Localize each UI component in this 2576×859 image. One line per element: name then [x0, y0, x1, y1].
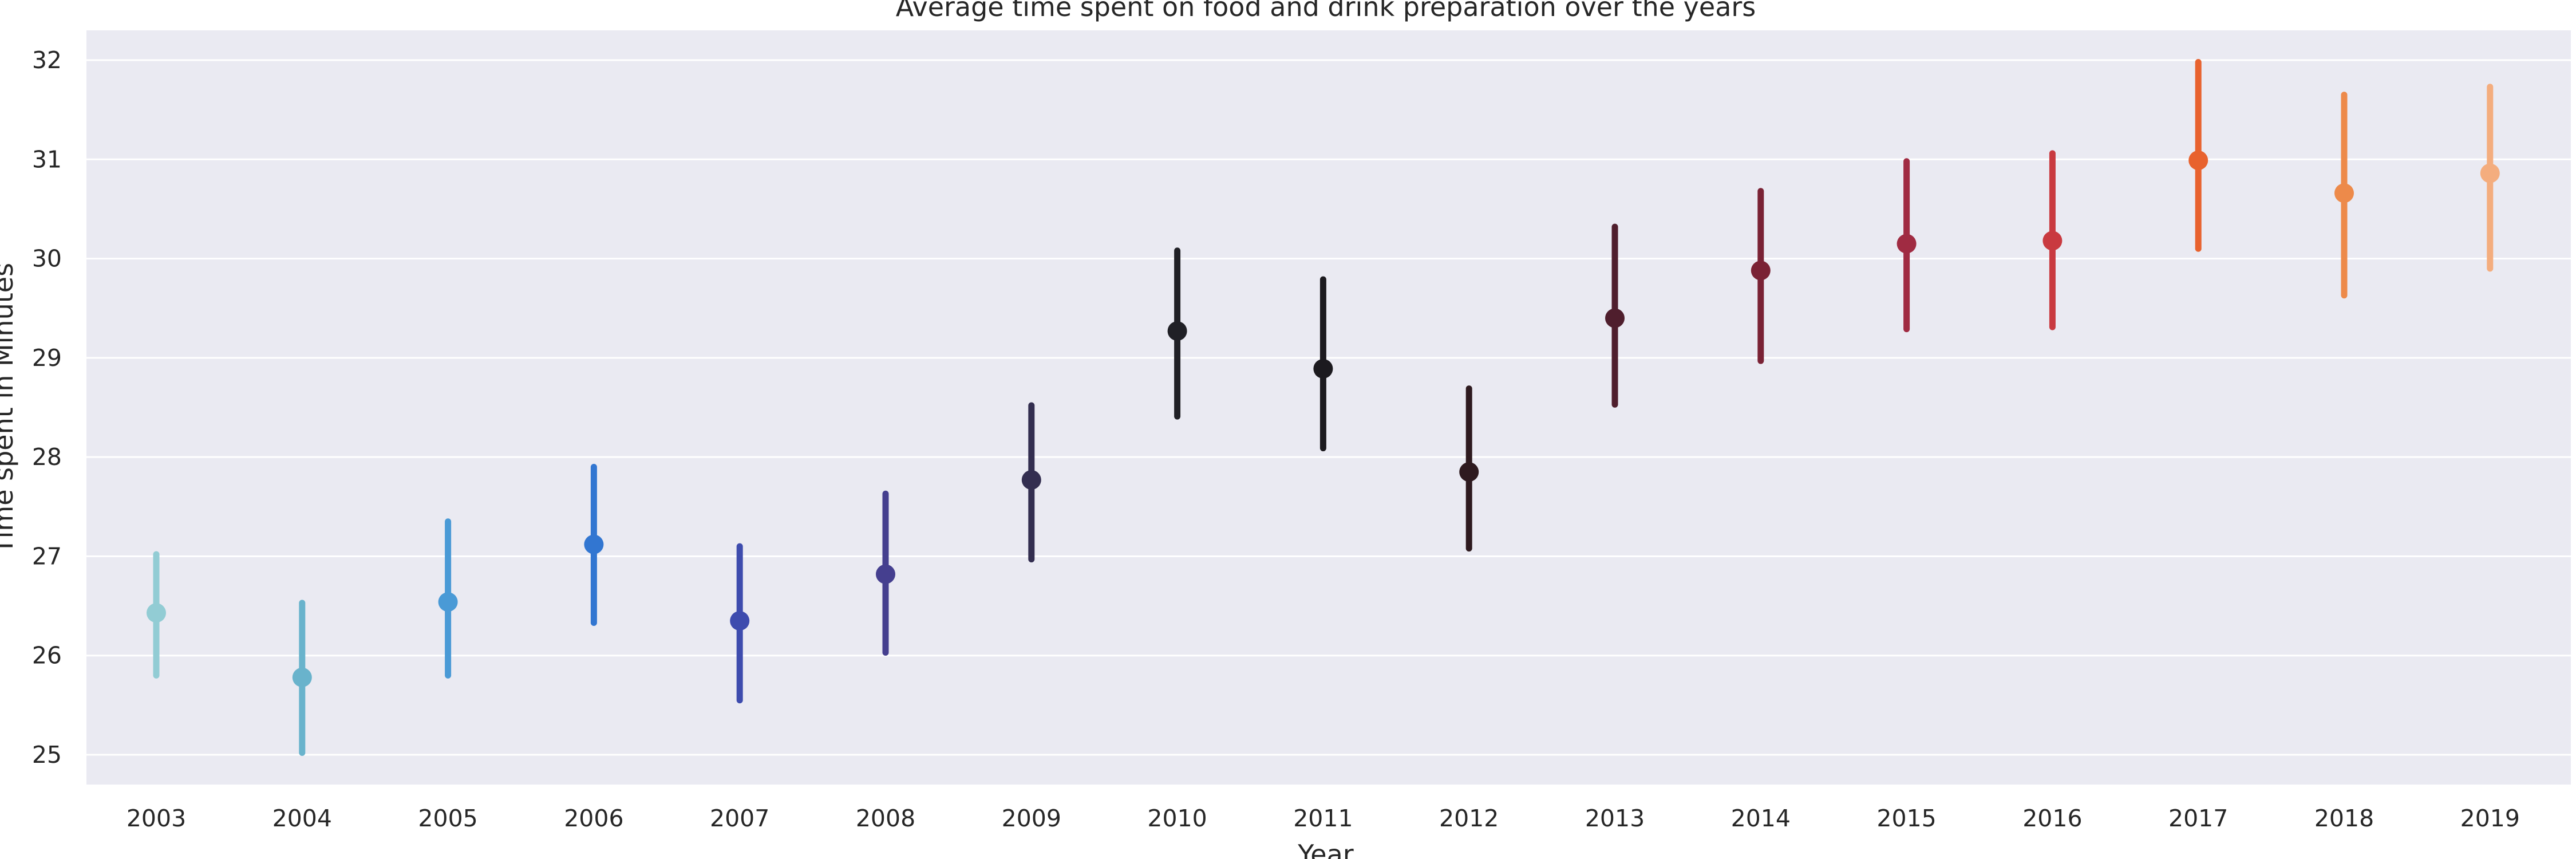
y-tick-label-28: 28	[32, 443, 62, 471]
chart-title: Average time spent on food and drink pre…	[896, 0, 1756, 22]
x-tick-label-2010: 2010	[1147, 805, 1207, 832]
x-tick-label-2004: 2004	[272, 805, 332, 832]
point-2018	[2334, 183, 2354, 203]
x-tick-label-2012: 2012	[1439, 805, 1499, 832]
y-tick-label-25: 25	[32, 741, 62, 769]
x-tick-label-2014: 2014	[1731, 805, 1791, 832]
y-tick-label-29: 29	[32, 344, 62, 372]
x-tick-label-2008: 2008	[856, 805, 915, 832]
y-tick-label-30: 30	[32, 245, 62, 273]
y-tick-label-32: 32	[32, 46, 62, 74]
point-2013	[1605, 308, 1625, 328]
point-2019	[2480, 163, 2500, 183]
point-2017	[2188, 151, 2208, 171]
x-tick-label-2006: 2006	[564, 805, 623, 832]
point-2008	[876, 564, 895, 584]
x-tick-labels: 2003 2004 2005 2006 2007 2008 2009 2010 2011 2012…	[127, 805, 2520, 832]
x-tick-label-2015: 2015	[1876, 805, 1936, 832]
x-tick-label-2018: 2018	[2314, 805, 2374, 832]
x-tick-label-2007: 2007	[710, 805, 769, 832]
point-2010	[1167, 321, 1187, 341]
plot-background	[86, 30, 2571, 785]
x-tick-label-2005: 2005	[418, 805, 477, 832]
point-2006	[584, 534, 604, 554]
point-2014	[1751, 261, 1771, 281]
x-tick-label-2003: 2003	[127, 805, 186, 832]
data-points	[147, 151, 2500, 687]
y-tick-label-31: 31	[32, 145, 62, 173]
y-tick-labels: 25 26 27 28 29 30 31 32	[32, 46, 62, 769]
point-2005	[438, 592, 458, 612]
y-tick-label-27: 27	[32, 542, 62, 570]
point-2012	[1459, 462, 1479, 482]
point-2009	[1021, 470, 1041, 490]
x-tick-label-2013: 2013	[1585, 805, 1645, 832]
point-2004	[292, 667, 312, 687]
x-tick-label-2017: 2017	[2168, 805, 2228, 832]
x-tick-label-2019: 2019	[2460, 805, 2520, 832]
x-tick-label-2016: 2016	[2022, 805, 2082, 832]
gridlines	[86, 59, 2571, 756]
point-2015	[1897, 234, 1917, 254]
y-axis-label: Time spent in Minutes	[0, 263, 19, 554]
point-2011	[1313, 358, 1333, 379]
x-tick-label-2009: 2009	[1002, 805, 1061, 832]
y-tick-label-26: 26	[32, 642, 62, 669]
point-2016	[2042, 231, 2063, 251]
point-2007	[730, 611, 750, 631]
x-axis-label: Year	[1297, 839, 1353, 859]
x-tick-label-2011: 2011	[1293, 805, 1353, 832]
point-2003	[147, 603, 166, 623]
